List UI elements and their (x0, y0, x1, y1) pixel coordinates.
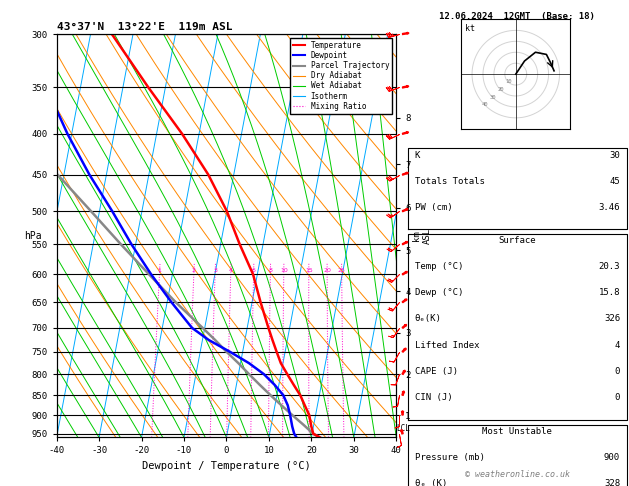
Text: CIN (J): CIN (J) (415, 393, 452, 402)
Text: 2: 2 (192, 268, 196, 273)
Y-axis label: km
ASL: km ASL (412, 227, 431, 244)
Text: 900: 900 (604, 453, 620, 462)
X-axis label: Dewpoint / Temperature (°C): Dewpoint / Temperature (°C) (142, 461, 311, 471)
Text: 20: 20 (323, 268, 331, 273)
Text: 15: 15 (305, 268, 313, 273)
Text: 4: 4 (615, 341, 620, 350)
Text: CAPE (J): CAPE (J) (415, 367, 458, 376)
Text: PW (cm): PW (cm) (415, 203, 452, 212)
Text: © weatheronline.co.uk: © weatheronline.co.uk (465, 469, 570, 479)
Text: 10: 10 (505, 79, 511, 84)
Text: 30: 30 (489, 95, 496, 100)
Text: 10: 10 (280, 268, 287, 273)
Text: 0: 0 (615, 367, 620, 376)
Text: Lifted Index: Lifted Index (415, 341, 479, 350)
Text: 45: 45 (610, 177, 620, 186)
Text: Totals Totals: Totals Totals (415, 177, 484, 186)
Text: 1: 1 (157, 268, 162, 273)
Text: 20: 20 (497, 87, 504, 92)
Text: 326: 326 (604, 314, 620, 324)
Text: Pressure (mb): Pressure (mb) (415, 453, 484, 462)
Text: kt: kt (465, 24, 476, 33)
Text: 40: 40 (482, 102, 488, 107)
Text: θₑ (K): θₑ (K) (415, 479, 447, 486)
Text: Temp (°C): Temp (°C) (415, 262, 463, 271)
Text: 328: 328 (604, 479, 620, 486)
Text: 12.06.2024  12GMT  (Base: 18): 12.06.2024 12GMT (Base: 18) (440, 12, 595, 21)
Text: 0: 0 (615, 393, 620, 402)
Text: 20.3: 20.3 (599, 262, 620, 271)
Text: LCL: LCL (396, 424, 410, 433)
Legend: Temperature, Dewpoint, Parcel Trajectory, Dry Adiabat, Wet Adiabat, Isotherm, Mi: Temperature, Dewpoint, Parcel Trajectory… (290, 38, 392, 114)
Text: K: K (415, 151, 420, 160)
Text: 30: 30 (610, 151, 620, 160)
Text: Dewp (°C): Dewp (°C) (415, 288, 463, 297)
Text: hPa: hPa (24, 231, 42, 241)
Text: 15.8: 15.8 (599, 288, 620, 297)
Text: θₑ(K): θₑ(K) (415, 314, 442, 324)
Text: Surface: Surface (499, 236, 536, 245)
Text: Most Unstable: Most Unstable (482, 427, 552, 436)
Text: 4: 4 (229, 268, 233, 273)
Text: 3: 3 (213, 268, 217, 273)
Text: 6: 6 (252, 268, 255, 273)
Text: 3.46: 3.46 (599, 203, 620, 212)
Text: 8: 8 (269, 268, 272, 273)
Text: 25: 25 (338, 268, 345, 273)
Text: 43°37'N  13°22'E  119m ASL: 43°37'N 13°22'E 119m ASL (57, 22, 232, 32)
